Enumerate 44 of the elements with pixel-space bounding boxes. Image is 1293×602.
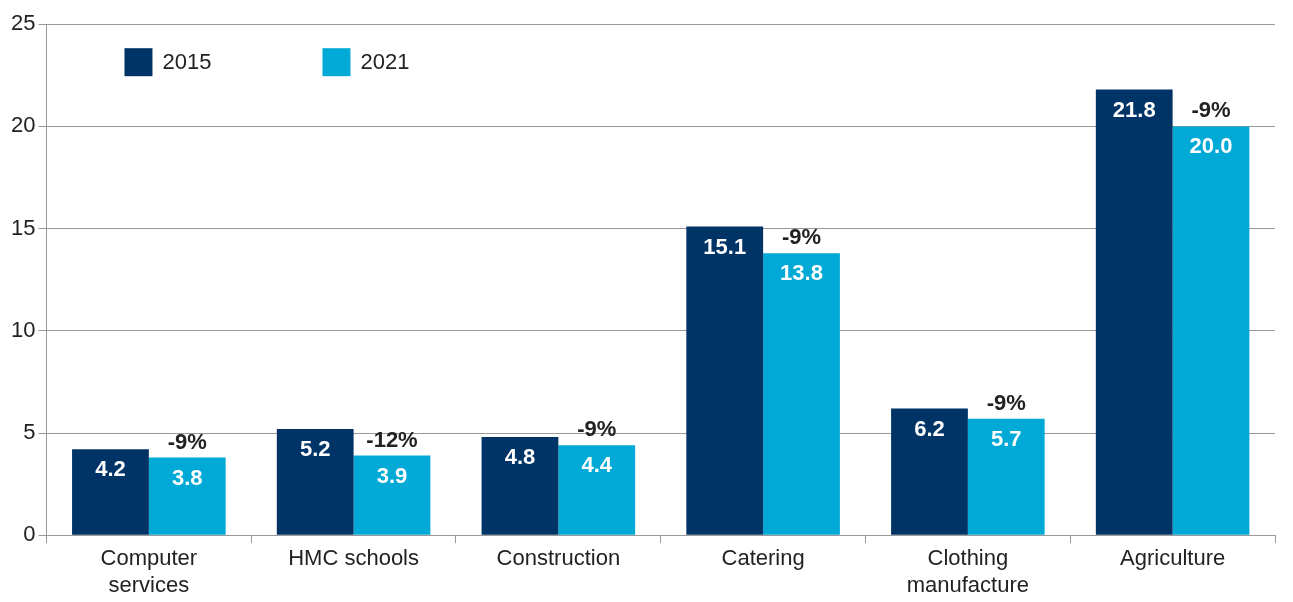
x-tick-label: Computer services bbox=[100, 545, 198, 597]
data-label: 5.7 bbox=[990, 425, 1022, 451]
annotation: -9% bbox=[1191, 97, 1231, 123]
data-label: 5.2 bbox=[299, 435, 331, 461]
data-label: 3.9 bbox=[376, 462, 408, 488]
data-label: 4.4 bbox=[581, 452, 613, 478]
annotation: -9% bbox=[577, 416, 617, 442]
y-tick-label: 15 bbox=[10, 214, 36, 240]
bar bbox=[686, 226, 764, 535]
annotation: -9% bbox=[986, 389, 1026, 415]
y-tick-label: 10 bbox=[10, 316, 36, 342]
x-tick-label: HMC schools bbox=[288, 545, 420, 571]
x-tick-label: Catering bbox=[721, 545, 805, 571]
bar bbox=[353, 455, 431, 535]
data-label: 3.8 bbox=[171, 464, 203, 490]
y-tick-label: 25 bbox=[10, 10, 36, 36]
data-label: 21.8 bbox=[1112, 96, 1156, 122]
legend-label: 2015 bbox=[162, 49, 212, 75]
data-label: 13.8 bbox=[780, 260, 823, 286]
bar bbox=[1095, 89, 1173, 535]
y-tick-label: 5 bbox=[23, 419, 36, 445]
x-tick-label: Construction bbox=[496, 545, 621, 571]
x-tick-label: Clothing manufacture bbox=[906, 545, 1030, 597]
bar bbox=[763, 253, 840, 535]
data-label: 20.0 bbox=[1189, 133, 1233, 159]
x-tick-label: Agriculture bbox=[1120, 545, 1226, 571]
y-tick-label: 20 bbox=[10, 112, 36, 138]
bar bbox=[967, 418, 1045, 535]
bar bbox=[481, 437, 559, 535]
annotation: -9% bbox=[167, 428, 207, 454]
data-label: 4.2 bbox=[95, 456, 126, 482]
data-label: 6.2 bbox=[914, 415, 945, 441]
legend-label: 2021 bbox=[360, 49, 410, 75]
data-label: 4.8 bbox=[504, 444, 536, 470]
bar bbox=[891, 408, 968, 535]
y-tick-label: 0 bbox=[23, 521, 36, 547]
bar bbox=[72, 449, 149, 535]
bar bbox=[276, 428, 354, 535]
bar bbox=[148, 457, 226, 535]
data-label: 15.1 bbox=[703, 233, 747, 259]
annotation: -9% bbox=[781, 224, 822, 250]
bar bbox=[1172, 126, 1250, 535]
bar bbox=[558, 445, 636, 535]
annotation: -12% bbox=[366, 426, 418, 452]
